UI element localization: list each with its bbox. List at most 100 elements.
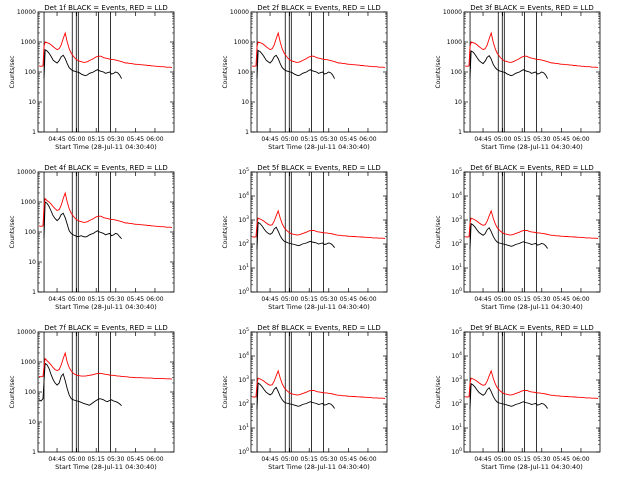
x-tick-label: 04:45	[261, 456, 278, 463]
x-tick-label: 05:45	[127, 456, 144, 463]
lld-series-line	[38, 191, 173, 229]
plot-frame	[463, 331, 601, 453]
y-tick-label: 105	[238, 167, 249, 176]
y-tick-label: 104	[451, 191, 462, 200]
y-tick-label: 100	[25, 229, 37, 236]
x-tick-label: 05:15	[301, 296, 318, 303]
y-tick-label: 1000	[21, 359, 36, 366]
detector-panel-4: Det 4f BLACK = Events, RED = LLD 1 10 100 10…	[9, 164, 175, 311]
panel-title: Det 4f BLACK = Events, RED = LLD	[44, 164, 167, 172]
x-tick-label: 05:30	[107, 456, 124, 463]
x-tick-label: 04:45	[48, 296, 65, 303]
y-tick-label: 100	[451, 69, 463, 76]
y-tick-label: 100	[25, 69, 37, 76]
x-tick-label: 06:00	[572, 456, 589, 463]
y-tick-label: 10000	[230, 9, 249, 16]
y-tick-label: 101	[238, 263, 249, 272]
plot-frame	[463, 11, 601, 133]
x-tick-label: 05:45	[340, 136, 357, 143]
y-tick-label: 1000	[21, 39, 36, 46]
x-tick-label: 05:45	[553, 296, 570, 303]
y-tick-label: 102	[451, 399, 462, 408]
lld-series-line	[251, 209, 386, 239]
events-series-line	[469, 50, 548, 79]
events-series-line	[469, 382, 548, 410]
y-tick-label: 10	[454, 99, 462, 106]
x-tick-label: 06:00	[146, 296, 163, 303]
y-tick-label: 1000	[21, 199, 36, 206]
y-tick-label: 100	[238, 287, 249, 296]
y-axis-label: Counts/sec	[9, 375, 16, 408]
x-tick-label: 06:00	[359, 136, 376, 143]
x-axis-label: Start Time (28-Jul-11 04:30:40)	[55, 143, 157, 151]
x-tick-label: 04:45	[261, 136, 278, 143]
x-tick-label: 05:00	[281, 296, 298, 303]
plot-frame	[37, 331, 175, 453]
panel-title: Det 1f BLACK = Events, RED = LLD	[44, 4, 167, 12]
x-tick-label: 05:00	[68, 296, 85, 303]
y-tick-label: 10	[28, 419, 36, 426]
panel-title: Det 6f BLACK = Events, RED = LLD	[470, 164, 593, 172]
detector-panel-6: Det 6f BLACK = Events, RED = LLD 100 101 10…	[435, 164, 601, 311]
panel-title: Det 8f BLACK = Events, RED = LLD	[257, 324, 380, 332]
x-tick-label: 05:15	[301, 456, 318, 463]
x-tick-label: 05:15	[514, 296, 531, 303]
events-series-line	[256, 49, 335, 79]
y-tick-label: 105	[451, 167, 462, 176]
x-tick-label: 06:00	[359, 456, 376, 463]
detector-panel-8: Det 8f BLACK = Events, RED = LLD 100 101 10…	[222, 324, 388, 471]
x-tick-label: 05:00	[281, 456, 298, 463]
lld-series-line	[464, 369, 599, 399]
x-tick-label: 06:00	[146, 136, 163, 143]
y-tick-label: 101	[451, 263, 462, 272]
x-axis-label: Start Time (28-Jul-11 04:30:40)	[481, 303, 583, 311]
y-tick-label: 103	[451, 375, 462, 384]
y-tick-label: 10	[241, 99, 249, 106]
x-tick-label: 06:00	[572, 296, 589, 303]
y-tick-label: 10000	[17, 329, 36, 336]
y-tick-label: 1	[245, 129, 249, 136]
x-tick-label: 06:00	[146, 456, 163, 463]
x-axis-label: Start Time (28-Jul-11 04:30:40)	[268, 143, 370, 151]
y-axis-label: Counts/sec	[222, 375, 229, 408]
events-series-line	[256, 221, 335, 250]
x-tick-label: 04:45	[48, 136, 65, 143]
x-tick-label: 04:45	[474, 296, 491, 303]
y-tick-label: 104	[238, 351, 249, 360]
plot-frame	[250, 11, 388, 133]
y-tick-label: 10000	[17, 169, 36, 176]
x-tick-label: 05:45	[553, 136, 570, 143]
y-tick-label: 1	[32, 289, 36, 296]
x-tick-label: 04:45	[474, 136, 491, 143]
detector-panel-2: Det 2f BLACK = Events, RED = LLD 1 10 100 10…	[222, 4, 388, 151]
x-tick-label: 05:30	[533, 136, 550, 143]
x-axis-label: Start Time (28-Jul-11 04:30:40)	[481, 143, 583, 151]
detector-panel-3: Det 3f BLACK = Events, RED = LLD 1 10 100 10…	[435, 4, 601, 151]
x-axis-label: Start Time (28-Jul-11 04:30:40)	[268, 303, 370, 311]
x-tick-label: 05:45	[553, 456, 570, 463]
x-tick-label: 05:45	[340, 456, 357, 463]
y-axis-label: Counts/sec	[435, 55, 442, 88]
panel-title: Det 9f BLACK = Events, RED = LLD	[470, 324, 593, 332]
y-tick-label: 100	[25, 389, 37, 396]
detector-panel-1: Det 1f BLACK = Events, RED = LLD 1 10 100 10…	[9, 4, 175, 151]
x-tick-label: 06:00	[359, 296, 376, 303]
y-axis-label: Counts/sec	[9, 55, 16, 88]
x-tick-label: 05:00	[494, 456, 511, 463]
x-tick-label: 05:15	[88, 456, 105, 463]
y-tick-label: 1000	[234, 39, 249, 46]
x-tick-label: 05:45	[127, 136, 144, 143]
x-tick-label: 04:45	[261, 296, 278, 303]
x-tick-label: 05:45	[127, 296, 144, 303]
events-series-line	[256, 382, 335, 410]
events-series-line	[38, 362, 122, 407]
lld-series-line	[251, 369, 386, 399]
x-tick-label: 04:45	[48, 456, 65, 463]
x-tick-label: 05:00	[68, 136, 85, 143]
x-tick-label: 05:00	[68, 456, 85, 463]
plot-frame	[37, 11, 175, 133]
plot-frame	[37, 171, 175, 293]
x-tick-label: 05:30	[533, 456, 550, 463]
events-series-line	[43, 49, 122, 79]
plot-frame	[463, 171, 601, 293]
